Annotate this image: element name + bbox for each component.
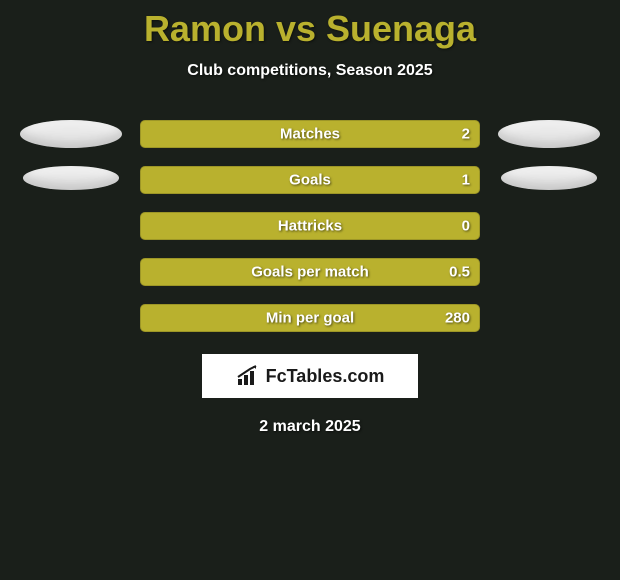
stat-bar-goals-per-match: Goals per match 0.5 [140,258,480,286]
stat-label: Matches [280,126,340,143]
stat-value: 1 [462,172,470,189]
stat-bar-matches: Matches 2 [140,120,480,148]
page-title: Ramon vs Suenaga [144,8,476,50]
right-ellipse-2 [501,166,597,190]
stat-bar-min-per-goal: Min per goal 280 [140,304,480,332]
page-subtitle: Club competitions, Season 2025 [187,62,432,80]
stat-label: Goals [289,172,331,189]
bar-chart-icon [236,365,260,387]
stat-value: 0.5 [449,264,470,281]
stat-bars: Matches 2 Goals 1 Hattricks 0 Goals per … [140,120,480,332]
right-ellipse-column [498,120,600,190]
left-ellipse-1 [20,120,122,148]
stat-label: Goals per match [251,264,369,281]
right-ellipse-1 [498,120,600,148]
left-ellipse-2 [23,166,119,190]
stat-value: 0 [462,218,470,235]
stat-label: Min per goal [266,310,354,327]
footer-date: 2 march 2025 [259,418,360,436]
stats-area: Matches 2 Goals 1 Hattricks 0 Goals per … [0,120,620,332]
page-container: Ramon vs Suenaga Club competitions, Seas… [0,0,620,436]
stat-bar-goals: Goals 1 [140,166,480,194]
stat-value: 280 [445,310,470,327]
stat-label: Hattricks [278,218,342,235]
left-ellipse-column [20,120,122,190]
stat-bar-hattricks: Hattricks 0 [140,212,480,240]
branding-box[interactable]: FcTables.com [202,354,418,398]
branding-text: FcTables.com [266,366,385,387]
stat-value: 2 [462,126,470,143]
